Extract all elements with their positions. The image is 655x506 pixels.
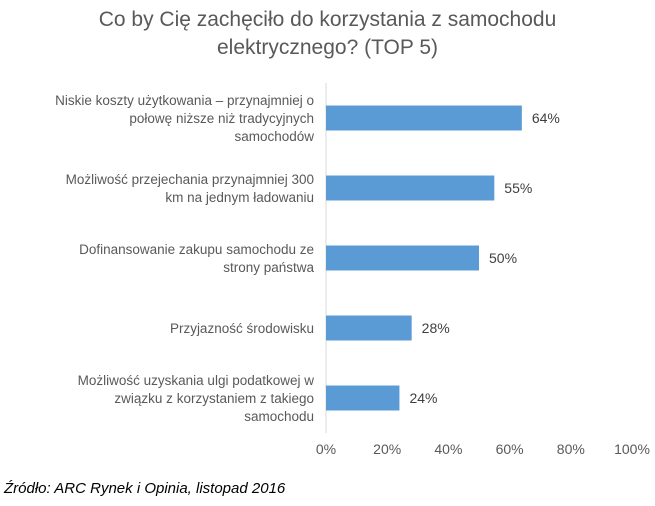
category-label: Możliwość uzyskania ulgi podatkowej w zwi… bbox=[78, 373, 315, 424]
category-label: Przyjazność środowisku bbox=[170, 321, 314, 336]
chart-title: Co by Cię zachęciło do korzystania z sam… bbox=[0, 6, 655, 62]
category-label-line: Niskie koszty użytkowania – przynajmniej… bbox=[55, 93, 314, 108]
chart-title-line-2: elektrycznego? (TOP 5) bbox=[217, 36, 438, 59]
x-tick-label: 40% bbox=[434, 441, 462, 457]
x-tick-label: 20% bbox=[373, 441, 401, 457]
category-label-line: połowę niższe niż tradycyjnych bbox=[129, 111, 314, 126]
category-label-line: Możliwość uzyskania ulgi podatkowej w bbox=[78, 373, 315, 388]
data-label: 28% bbox=[422, 320, 450, 336]
bar bbox=[326, 105, 522, 131]
x-tick-label: 80% bbox=[557, 441, 585, 457]
data-label: 55% bbox=[504, 180, 532, 196]
bar bbox=[326, 245, 479, 271]
category-label: Dofinansowanie zakupu samochodu ze strony… bbox=[79, 242, 314, 275]
bar bbox=[326, 175, 495, 201]
chart-title-line-1: Co by Cię zachęciło do korzystania z sam… bbox=[98, 8, 557, 31]
category-label-line: samochodów bbox=[234, 129, 314, 144]
data-label: 24% bbox=[409, 390, 437, 406]
category-label-line: Możliwość przejechania przynajmniej 300 bbox=[66, 172, 314, 187]
category-label: Możliwość przejechania przynajmniej 300 k… bbox=[66, 172, 314, 205]
category-label-line: związku z korzystaniem z takiego bbox=[114, 391, 314, 406]
category-label-line: Przyjazność środowisku bbox=[170, 321, 314, 336]
x-tick-label: 0% bbox=[316, 441, 336, 457]
bar bbox=[326, 385, 400, 411]
source-note: Źródło: ARC Rynek i Opinia, listopad 201… bbox=[4, 480, 286, 497]
category-label-line: samochodu bbox=[244, 409, 314, 424]
x-tick-label: 100% bbox=[614, 441, 650, 457]
bar bbox=[326, 315, 412, 341]
data-label: 50% bbox=[489, 250, 517, 266]
data-label: 64% bbox=[532, 110, 560, 126]
x-tick-label: 60% bbox=[496, 441, 524, 457]
category-label: Niskie koszty użytkowania – przynajmniej… bbox=[55, 93, 314, 144]
category-label-line: strony państwa bbox=[223, 260, 314, 275]
category-label-line: Dofinansowanie zakupu samochodu ze bbox=[79, 242, 314, 257]
category-label-line: km na jednym ładowaniu bbox=[165, 190, 314, 205]
